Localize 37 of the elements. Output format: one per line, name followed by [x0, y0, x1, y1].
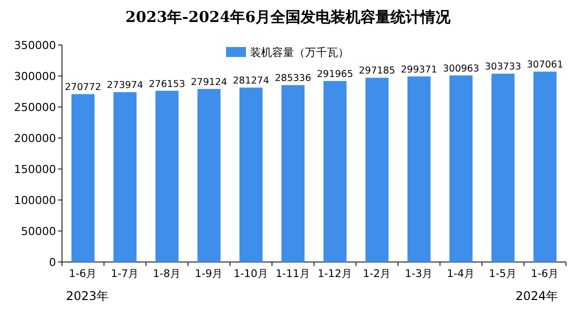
y-tick-label: 50000: [21, 225, 56, 238]
data-label: 303733: [484, 62, 522, 73]
x-tick-label: 1-4月: [446, 268, 476, 280]
x-tick-label: 1-10月: [234, 268, 268, 280]
data-label: 307061: [526, 60, 564, 71]
y-tick-label: 200000: [14, 132, 56, 145]
data-label: 291965: [316, 68, 354, 80]
x-tick-label: 1-3月: [404, 268, 434, 280]
x-tick-label: 1-8月: [152, 268, 182, 280]
x-tick-label: 1-11月: [276, 268, 310, 280]
data-label: 299371: [400, 64, 438, 76]
x-tick-label: 1-5月: [488, 268, 518, 280]
data-label: 281274: [232, 76, 270, 87]
y-tick-label: 350000: [14, 39, 56, 52]
legend: 装机容量（万千瓦）: [226, 46, 349, 59]
data-label: 285336: [274, 73, 312, 84]
y-tick-label: 0: [49, 256, 56, 269]
chart-title: 2023年-2024年6月全国发电装机容量统计情况: [125, 8, 452, 26]
text: 2024年: [515, 289, 558, 303]
x-tick-label: 1-6月: [68, 268, 98, 280]
y-tick-label: 300000: [14, 70, 56, 83]
data-label: 276153: [148, 78, 186, 90]
text: 2023年: [66, 289, 109, 303]
y-tick-label: 100000: [14, 194, 56, 207]
data-label: 273974: [106, 80, 144, 92]
x-tick-label: 1-7月: [110, 268, 140, 280]
data-label: 270772: [64, 82, 102, 94]
data-label: 297185: [358, 66, 396, 77]
y-tick-label: 150000: [14, 163, 56, 176]
data-label: 300963: [442, 63, 480, 74]
y-tick-label: 250000: [14, 101, 56, 114]
x-tick-label: 1-6月: [530, 268, 560, 280]
x-tick-label: 1-9月: [194, 268, 224, 280]
data-label: 279124: [190, 76, 228, 88]
legend-label: 装机容量（万千瓦）: [250, 46, 349, 59]
x-tick-label: 1-2月: [362, 268, 392, 280]
x-tick-label: 1-12月: [318, 268, 352, 280]
